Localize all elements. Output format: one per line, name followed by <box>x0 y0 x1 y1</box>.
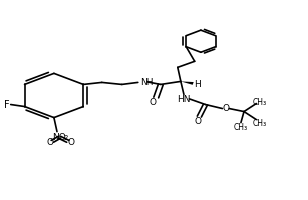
Text: H: H <box>194 80 201 88</box>
Polygon shape <box>181 82 194 85</box>
Text: CH₃: CH₃ <box>234 123 248 131</box>
Text: O: O <box>223 104 230 113</box>
Text: O: O <box>150 98 157 106</box>
Text: O: O <box>67 137 74 146</box>
Text: F: F <box>4 99 10 109</box>
Text: 2: 2 <box>63 135 68 141</box>
Text: NH: NH <box>140 78 154 86</box>
Text: NO: NO <box>53 133 66 141</box>
Text: CH₃: CH₃ <box>252 119 266 127</box>
Text: O: O <box>47 137 54 146</box>
Text: HN: HN <box>177 94 191 103</box>
Text: O: O <box>194 116 201 125</box>
Text: CH₃: CH₃ <box>252 98 266 106</box>
